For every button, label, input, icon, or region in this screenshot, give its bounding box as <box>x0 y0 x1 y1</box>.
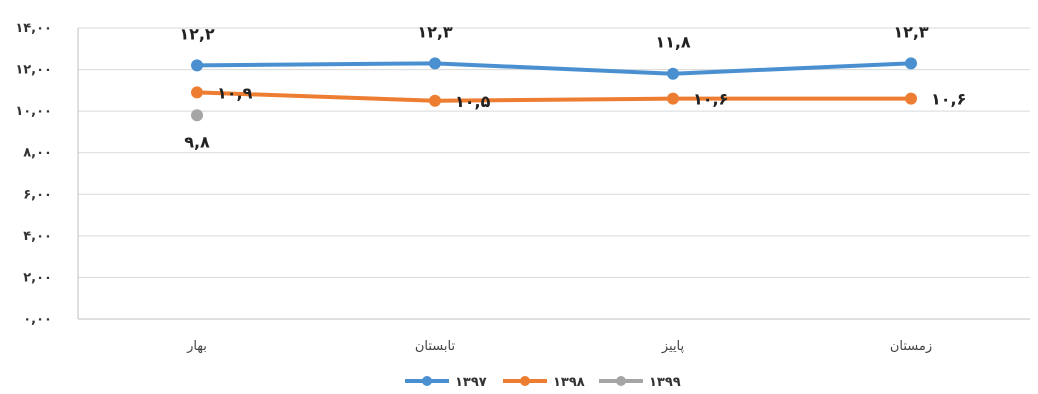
data-point <box>905 57 917 70</box>
legend-label: ۱۳۹۹ <box>649 375 681 390</box>
legend-label: ۱۳۹۸ <box>553 375 585 390</box>
data-labels: ۱۲,۲ ۱۲,۳ ۱۱,۸ ۱۲,۳ ۱۰,۹ ۱۰,۵ ۱۰,۶ ۱۰,۶ ۹,۸ <box>179 22 966 151</box>
data-label: ۱۲,۲ <box>179 24 215 43</box>
x-category-label: زمستان <box>890 339 932 354</box>
data-label: ۱۰,۵ <box>455 92 491 111</box>
y-tick-label: ۴,۰۰ <box>23 229 52 244</box>
y-tick-label: ۱۴,۰۰ <box>15 21 52 36</box>
legend-marker <box>422 376 432 386</box>
data-point <box>667 92 679 105</box>
x-axis-category-labels: بهار تابستان پاییز زمستان <box>186 339 932 354</box>
data-point <box>905 92 917 105</box>
data-label: ۹,۸ <box>184 132 210 151</box>
x-category-label: پاییز <box>661 339 685 354</box>
series-line <box>196 90 911 103</box>
data-point <box>667 67 679 80</box>
y-axis-tick-labels: ۰,۰۰ ۲,۰۰ ۴,۰۰ ۶,۰۰ ۸,۰۰ ۱۰,۰۰ ۱۲,۰۰ ۱۴,۰۰ <box>15 21 52 327</box>
data-label: ۱۰,۶ <box>693 90 728 109</box>
legend-label: ۱۳۹۷ <box>455 375 487 390</box>
data-label: ۱۲,۳ <box>417 22 453 41</box>
series-line <box>196 61 912 76</box>
y-tick-label: ۸,۰۰ <box>23 146 52 161</box>
legend-marker <box>520 376 530 386</box>
y-tick-label: ۶,۰۰ <box>23 187 52 202</box>
x-category-label: بهار <box>186 339 207 354</box>
data-label: ۱۰,۶ <box>931 90 966 109</box>
series-lines <box>191 57 917 122</box>
y-tick-label: ۰,۰۰ <box>23 312 52 327</box>
legend-marker <box>616 376 626 386</box>
axes <box>77 28 1030 320</box>
data-point <box>191 59 203 72</box>
data-point <box>191 86 203 99</box>
x-category-label: تابستان <box>415 339 456 354</box>
data-label: ۱۲,۳ <box>893 22 929 41</box>
data-label: ۱۰,۹ <box>217 83 253 102</box>
legend: ۱۳۹۷ ۱۳۹۸ ۱۳۹۹ <box>405 375 681 390</box>
data-point <box>429 57 441 70</box>
data-point <box>429 94 441 107</box>
data-label: ۱۱,۸ <box>655 33 691 52</box>
y-tick-label: ۱۰,۰۰ <box>15 104 52 119</box>
y-tick-label: ۱۲,۰۰ <box>15 63 52 78</box>
y-tick-label: ۲,۰۰ <box>23 270 52 285</box>
data-point <box>191 109 203 122</box>
